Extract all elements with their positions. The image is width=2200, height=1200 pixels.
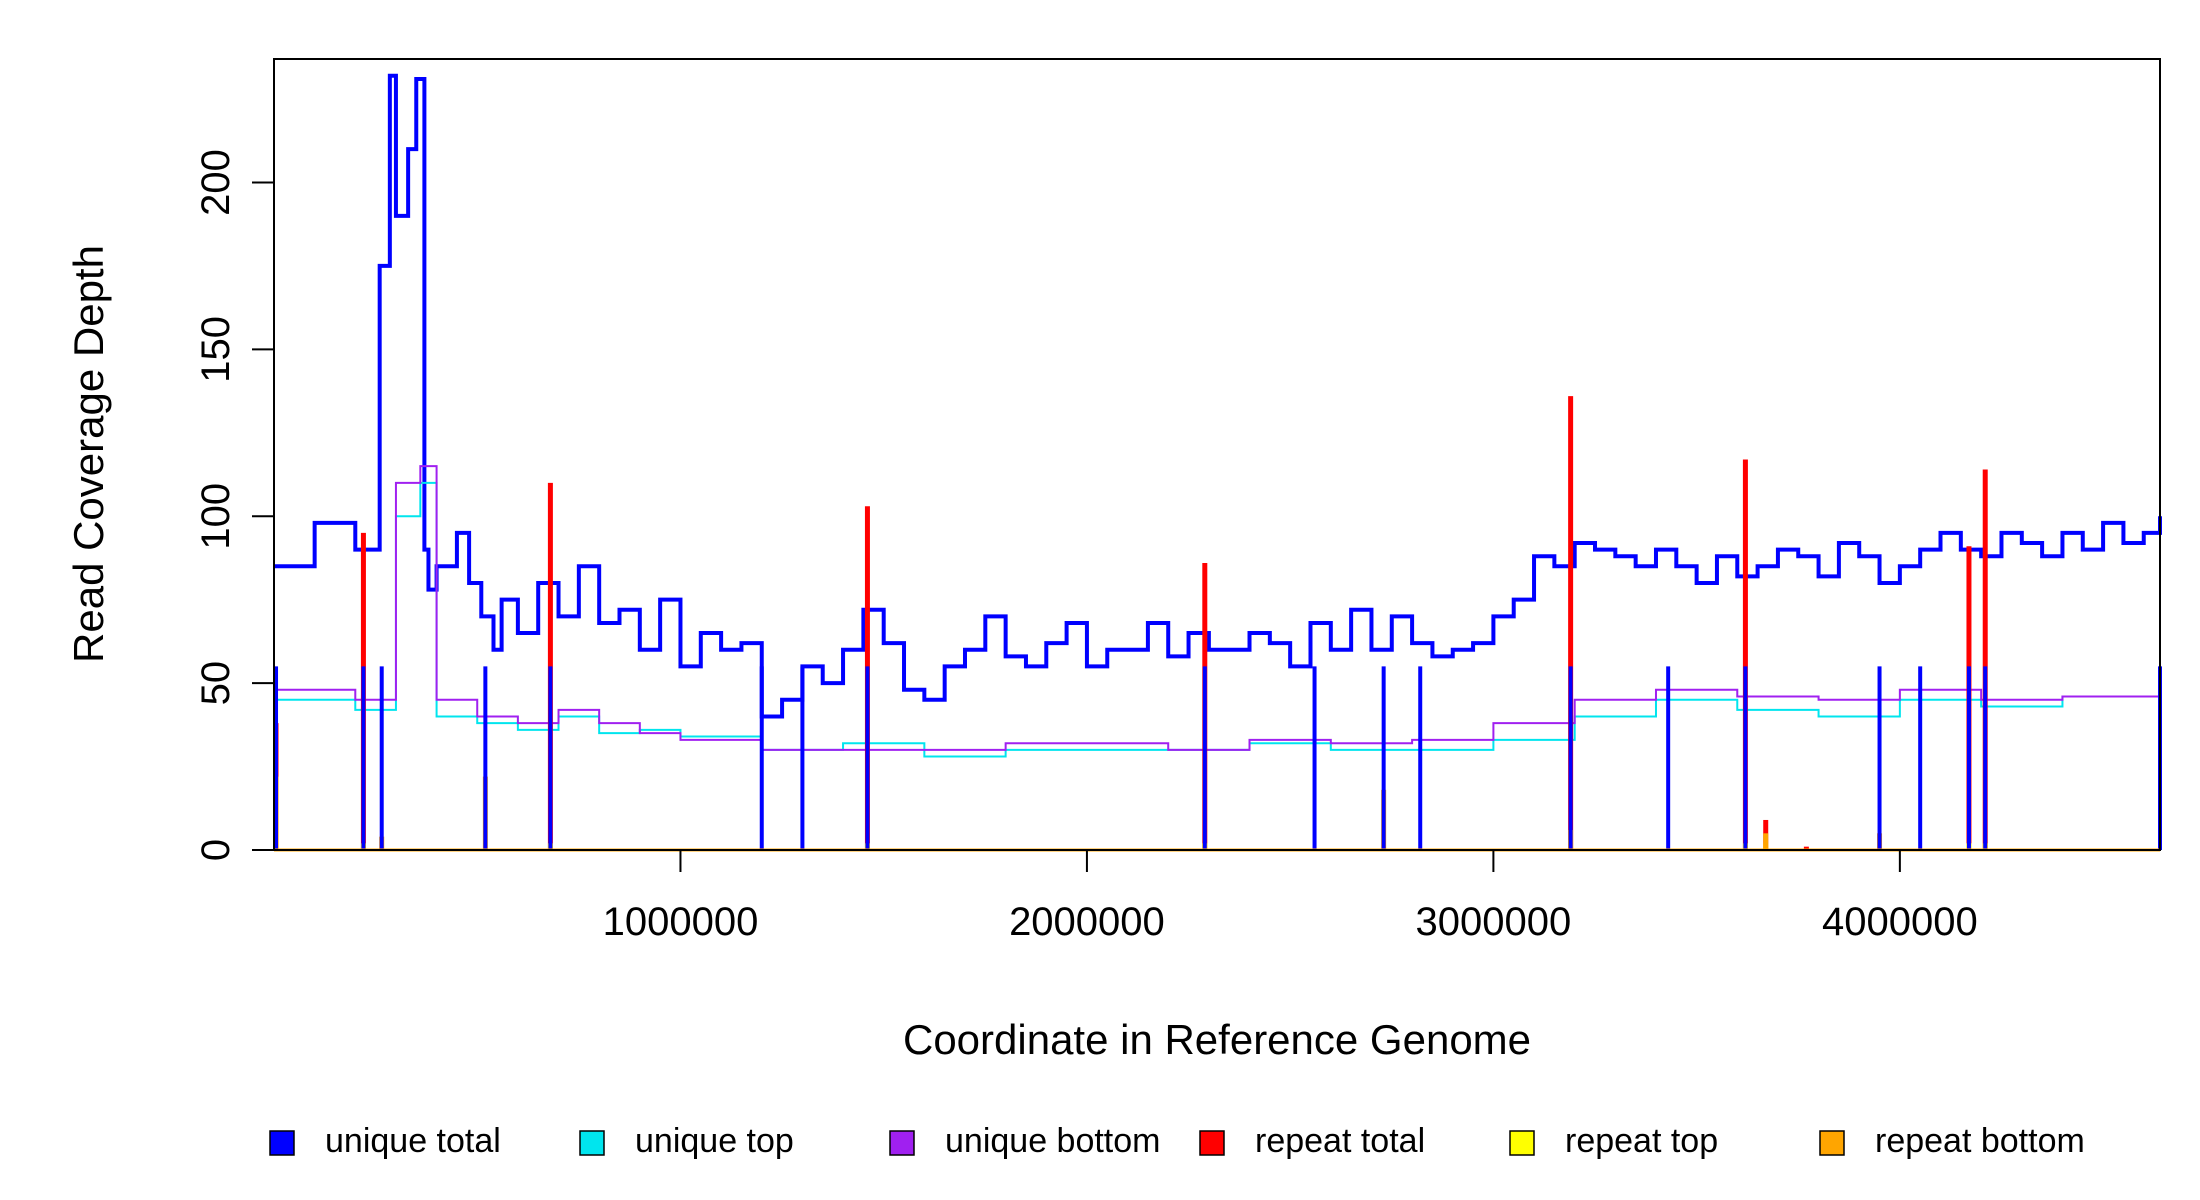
x-axis-label: Coordinate in Reference Genome	[903, 1016, 1531, 1063]
y-tick-label: 0	[194, 839, 238, 861]
y-axis-label: Read Coverage Depth	[65, 245, 112, 663]
plot-frame	[273, 58, 2161, 851]
legend: unique total unique top unique bottom repea…	[269, 1122, 2085, 1160]
legend-swatch	[269, 1130, 295, 1156]
spike-layer	[274, 666, 2162, 852]
y-tick-label: 200	[194, 149, 238, 216]
legend-swatch	[1819, 1130, 1845, 1156]
legend-item-unique-bottom: unique bottom	[889, 1122, 1161, 1160]
legend-label: unique total	[325, 1122, 501, 1160]
series-layer	[273, 73, 2162, 850]
series-repeat-total	[273, 396, 1988, 850]
series-repeat-top	[273, 816, 1988, 850]
y-tick-label: 50	[194, 661, 238, 706]
legend-item-repeat-bottom: repeat bottom	[1819, 1122, 2085, 1160]
x-tick-label: 2000000	[1009, 900, 1165, 944]
series-unique-bottom	[274, 465, 2161, 751]
series-unique-top	[274, 481, 2161, 758]
y-tick-label: 100	[194, 483, 238, 550]
series-line-unique-total	[274, 73, 2162, 719]
series-repeat-bottom	[273, 776, 1883, 850]
legend-swatch	[1509, 1130, 1535, 1156]
legend-label: repeat top	[1565, 1122, 1718, 1160]
legend-swatch	[579, 1130, 605, 1156]
x-tick-label: 4000000	[1822, 900, 1978, 944]
legend-item-unique-total: unique total	[269, 1122, 501, 1160]
legend-label: unique bottom	[945, 1122, 1161, 1160]
y-tick-label: 150	[194, 316, 238, 383]
legend-label: unique top	[635, 1122, 794, 1160]
x-tick-label: 3000000	[1416, 900, 1572, 944]
legend-label: repeat total	[1255, 1122, 1425, 1160]
legend-swatch	[1199, 1130, 1225, 1156]
legend-label: repeat bottom	[1875, 1122, 2085, 1160]
legend-item-repeat-total: repeat total	[1199, 1122, 1425, 1160]
legend-item-unique-top: unique top	[579, 1122, 794, 1160]
legend-item-repeat-top: repeat top	[1509, 1122, 1718, 1160]
x-tick-label: 1000000	[603, 900, 759, 944]
series-line-unique-top	[274, 481, 2161, 758]
series-line-unique-bottom	[274, 465, 2161, 751]
legend-swatch	[889, 1130, 915, 1156]
axes-layer: 1000000 2000000 3000000 4000000 0 50 100 150 200	[194, 149, 1978, 944]
series-unique-total	[274, 73, 2162, 719]
